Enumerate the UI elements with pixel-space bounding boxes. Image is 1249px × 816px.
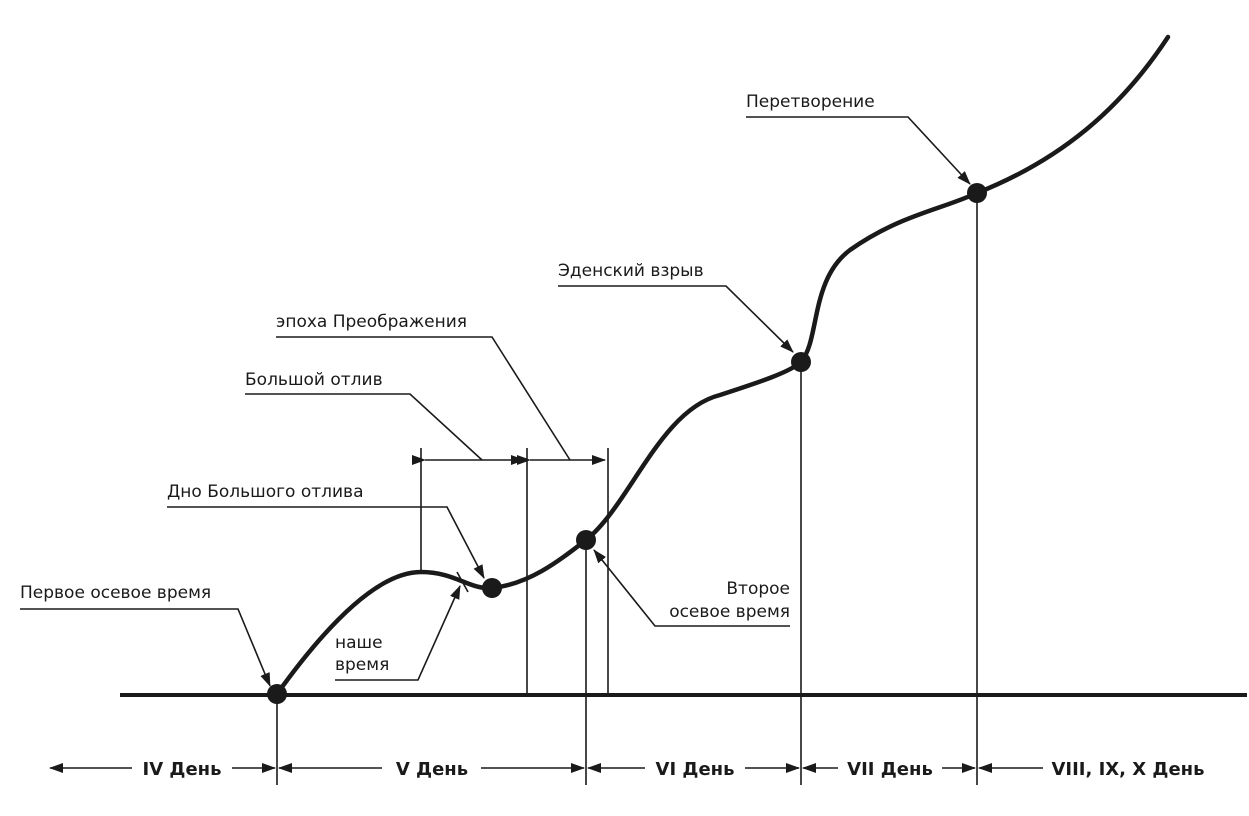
leader-our-time <box>335 585 461 681</box>
point-bottom-great-ebb <box>482 578 502 598</box>
label-transformation: Перетворение <box>746 92 875 112</box>
day-v-label: V День <box>396 759 468 780</box>
history-curve <box>274 34 1171 697</box>
label-bottom-great-ebb: Дно Большого отлива <box>167 482 364 502</box>
leader-bottom-great-ebb <box>167 506 485 579</box>
leader-first-axial <box>20 608 271 687</box>
point-transformation <box>967 183 987 203</box>
label-second-axial-1: Второе <box>726 579 790 599</box>
point-second-axial <box>576 530 596 550</box>
label-second-axial-2: осевое время <box>669 602 790 622</box>
day-vi-label: VI День <box>656 759 735 780</box>
label-transfiguration-epoch: эпоха Преображения <box>276 312 467 332</box>
label-great-ebb: Большой отлив <box>245 370 383 390</box>
point-first-axial <box>267 684 287 704</box>
point-eden-explosion <box>791 352 811 372</box>
label-our-time-1: наше <box>335 633 383 653</box>
leader-second-axial <box>593 549 790 627</box>
day-vii-label: VII День <box>847 759 933 780</box>
our-time-tick <box>456 571 469 593</box>
leader-great-ebb <box>245 393 483 461</box>
leader-eden-explosion <box>558 285 794 353</box>
day-iv-label: IV День <box>143 759 222 780</box>
label-our-time-2: время <box>335 655 389 675</box>
label-eden-explosion: Эденский взрыв <box>558 261 704 281</box>
leader-transfiguration-epoch <box>276 336 571 461</box>
day-viii-x-label: VIII, IX, X День <box>1051 759 1204 780</box>
leader-transformation <box>746 116 971 185</box>
label-first-axial: Первое осевое время <box>20 583 211 603</box>
